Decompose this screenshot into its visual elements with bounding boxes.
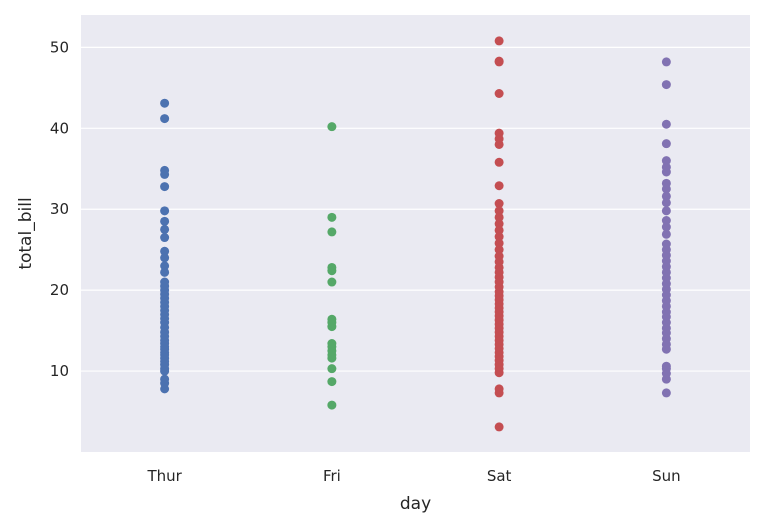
data-point [494,238,504,248]
y-tick-label: 30 [50,200,69,218]
y-tick-label: 20 [50,281,69,299]
x-tick-labels: Thur Fri Sat Sun [146,467,680,485]
data-point [160,98,170,108]
data-point [494,245,504,255]
data-point [494,56,504,66]
x-tick-label: Thur [146,467,182,485]
data-point [494,128,504,138]
data-point [661,239,671,249]
data-point [160,267,170,277]
data-point [661,191,671,201]
data-point [327,262,337,272]
data-point [160,246,170,256]
x-tick-label: Sat [487,467,512,485]
data-point [494,212,504,222]
x-tick-label: Fri [323,467,341,485]
data-point [160,374,170,384]
data-point [494,88,504,98]
data-point [661,216,671,226]
data-point [160,114,170,124]
data-point [494,181,504,191]
data-point [661,80,671,90]
data-point [160,261,170,271]
data-point [494,384,504,394]
data-point [494,206,504,216]
data-point [661,57,671,67]
x-axis-label: day [400,494,431,514]
data-point [494,232,504,242]
y-tick-labels: 10 20 30 40 50 [50,38,69,380]
data-point [661,162,671,172]
data-points [160,36,671,432]
data-point [327,400,337,410]
data-point [327,339,337,349]
data-point [494,36,504,46]
data-point [160,206,170,216]
y-tick-label: 50 [50,38,69,56]
plot-area [81,15,750,452]
data-point [327,314,337,324]
data-point [494,157,504,167]
data-point [661,156,671,166]
y-axis-label: total_bill [16,197,36,269]
data-point [494,199,504,209]
y-tick-label: 10 [50,362,69,380]
data-point [494,251,504,261]
data-point [661,198,671,208]
data-point [661,119,671,129]
data-point [160,233,170,243]
data-point [327,277,337,287]
data-point [160,216,170,226]
data-point [494,225,504,235]
x-tick-label: Sun [652,467,681,485]
y-tick-label: 40 [50,119,69,137]
data-point [661,229,671,239]
data-point [327,227,337,237]
gridlines [81,46,750,372]
data-point [494,422,504,432]
data-point [661,178,671,188]
data-point [327,212,337,222]
data-point [661,139,671,149]
data-point [160,277,170,287]
data-point [327,364,337,374]
data-point [327,122,337,132]
data-point [661,388,671,398]
data-point [661,361,671,371]
data-point [160,224,170,234]
data-point [661,222,671,232]
data-point [494,219,504,229]
data-point [661,206,671,216]
data-point [160,165,170,175]
data-point [160,253,170,263]
data-point [327,377,337,387]
data-point [160,182,170,192]
